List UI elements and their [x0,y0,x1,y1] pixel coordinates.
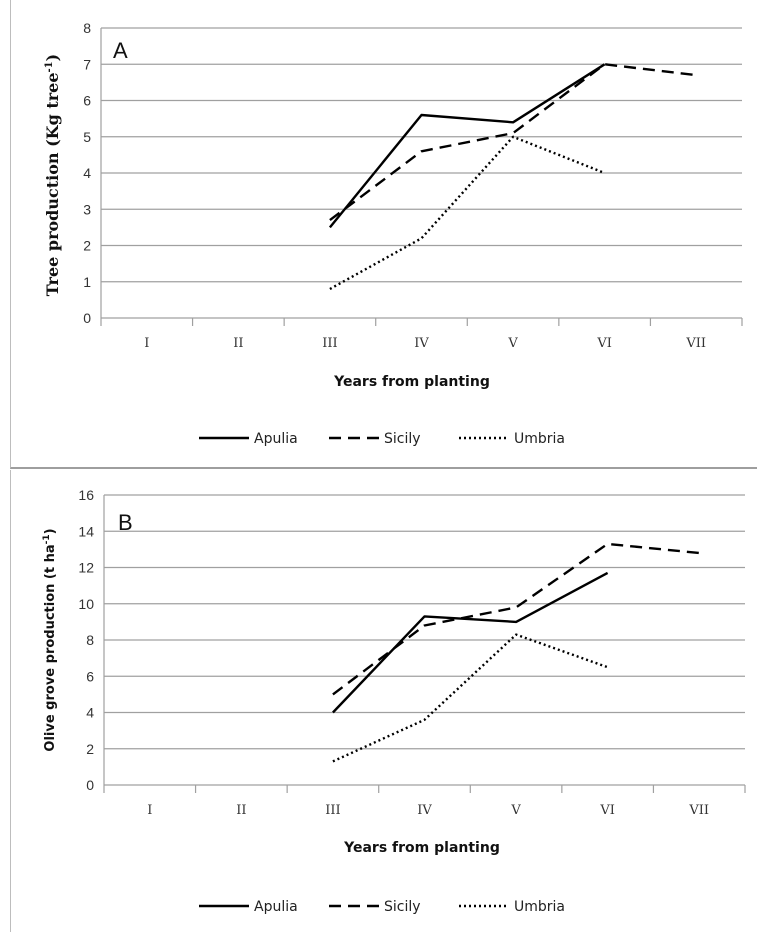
chart-a-y-tick-label: 5 [83,129,91,145]
chart-b-x-tick-label: VI [599,803,615,818]
chart-a-x-axis-title: Years from planting [333,374,490,390]
chart-a-series-sicily [329,63,697,222]
chart-a-y-tick-label: 8 [83,20,91,36]
chart-b-y-axis-title-sup: -1 [42,534,52,544]
chart-b-x-tick-label: VII [688,803,709,818]
chart-a-y-tick-label: 3 [83,201,91,217]
chart-b-legend-label-umbria: Umbria [514,899,565,915]
chart-b-y-tick-label: 8 [86,632,94,648]
chart-b-y-axis-title: Olive grove production (t ha-1) [42,528,58,751]
chart-a-legend-label-sicily: Sicily [384,431,421,447]
chart-b-x-tick-label: V [510,803,521,818]
chart-b-panel-label: B [118,510,133,535]
chart-a-y-tick-label: 7 [83,56,91,72]
chart-b-y-tick-label: 12 [78,560,94,576]
chart-b-y-axis-title-main: Olive grove production (t ha [43,544,58,751]
chart-b-y-tick-label: 2 [86,741,94,757]
chart-b-y-tick-label: 4 [86,705,94,721]
chart-b-legend: Apulia Sicily Umbria [199,899,565,915]
chart-a-x-tick-label: II [233,336,243,351]
chart-a-series [328,63,697,291]
chart-a-x-tick-label: VII [685,336,706,351]
chart-a-y-axis-title-end: ) [43,54,62,62]
chart-b-series-sicily [332,542,700,696]
chart-a-x-tick-label: IV [414,336,429,351]
chart-b-series-umbria [332,633,609,763]
chart-b-legend-label-apulia: Apulia [254,899,298,915]
chart-a-y-tick-label: 1 [83,274,91,290]
chart-b-gridlines [103,494,746,793]
chart-a-x-tick-label: III [322,336,337,351]
chart-b-series-apulia [332,571,609,714]
chart-a-legend-label-umbria: Umbria [514,431,565,447]
chart-b-y-tick-label: 6 [86,668,94,684]
chart-a-legend: Apulia Sicily Umbria [199,431,565,447]
chart-b-x-axis-title: Years from planting [343,840,500,856]
chart-b-y-ticks: 0 2 4 6 8 10 12 14 16 [78,487,94,793]
chart-a-y-axis-title-sup: -1 [44,61,55,72]
chart-b-y-tick-label: 0 [86,777,94,793]
chart-a-y-tick-label: 0 [83,310,91,326]
chart-a-y-axis-title: Tree production (Kg tree-1) [43,54,62,296]
chart-a-panel-label: A [113,38,128,63]
chart-b-y-tick-label: 14 [78,523,94,539]
chart-b-y-tick-label: 10 [78,596,94,612]
chart-a-y-tick-label: 6 [83,93,91,109]
chart-a-x-ticks: I II III IV V VI VII [144,336,706,351]
chart-a-x-tick-label: I [144,336,149,351]
chart-b-y-axis-title-end: ) [43,528,58,534]
chart-a-x-tick-label: V [507,336,518,351]
chart-b-y-tick-label: 16 [78,487,94,503]
chart-a-y-tick-label: 4 [83,165,91,181]
chart-a-series-apulia [328,63,606,229]
chart-b-legend-label-sicily: Sicily [384,899,421,915]
chart-a-gridlines [100,27,743,326]
chart-b-x-tick-label: II [236,803,246,818]
chart-b-x-tick-label: III [325,803,340,818]
chart-b-series [332,542,700,763]
chart-b-x-ticks: I II III IV V VI VII [147,803,709,818]
chart-a-y-axis-title-main: Tree production (Kg tree [43,72,62,296]
chart-a-series-umbria [329,135,606,291]
chart-a-y-ticks: 0 1 2 3 4 5 6 7 8 [83,20,91,326]
chart-panel-b: 0 2 4 6 8 10 12 14 16 I II III IV V VI VII B Years fro… [10,470,757,932]
chart-a-legend-label-apulia: Apulia [254,431,298,447]
chart-b-x-tick-label: IV [417,803,432,818]
chart-b-x-tick-label: I [147,803,152,818]
chart-a-y-tick-label: 2 [83,238,91,254]
chart-a-x-tick-label: VI [596,336,612,351]
